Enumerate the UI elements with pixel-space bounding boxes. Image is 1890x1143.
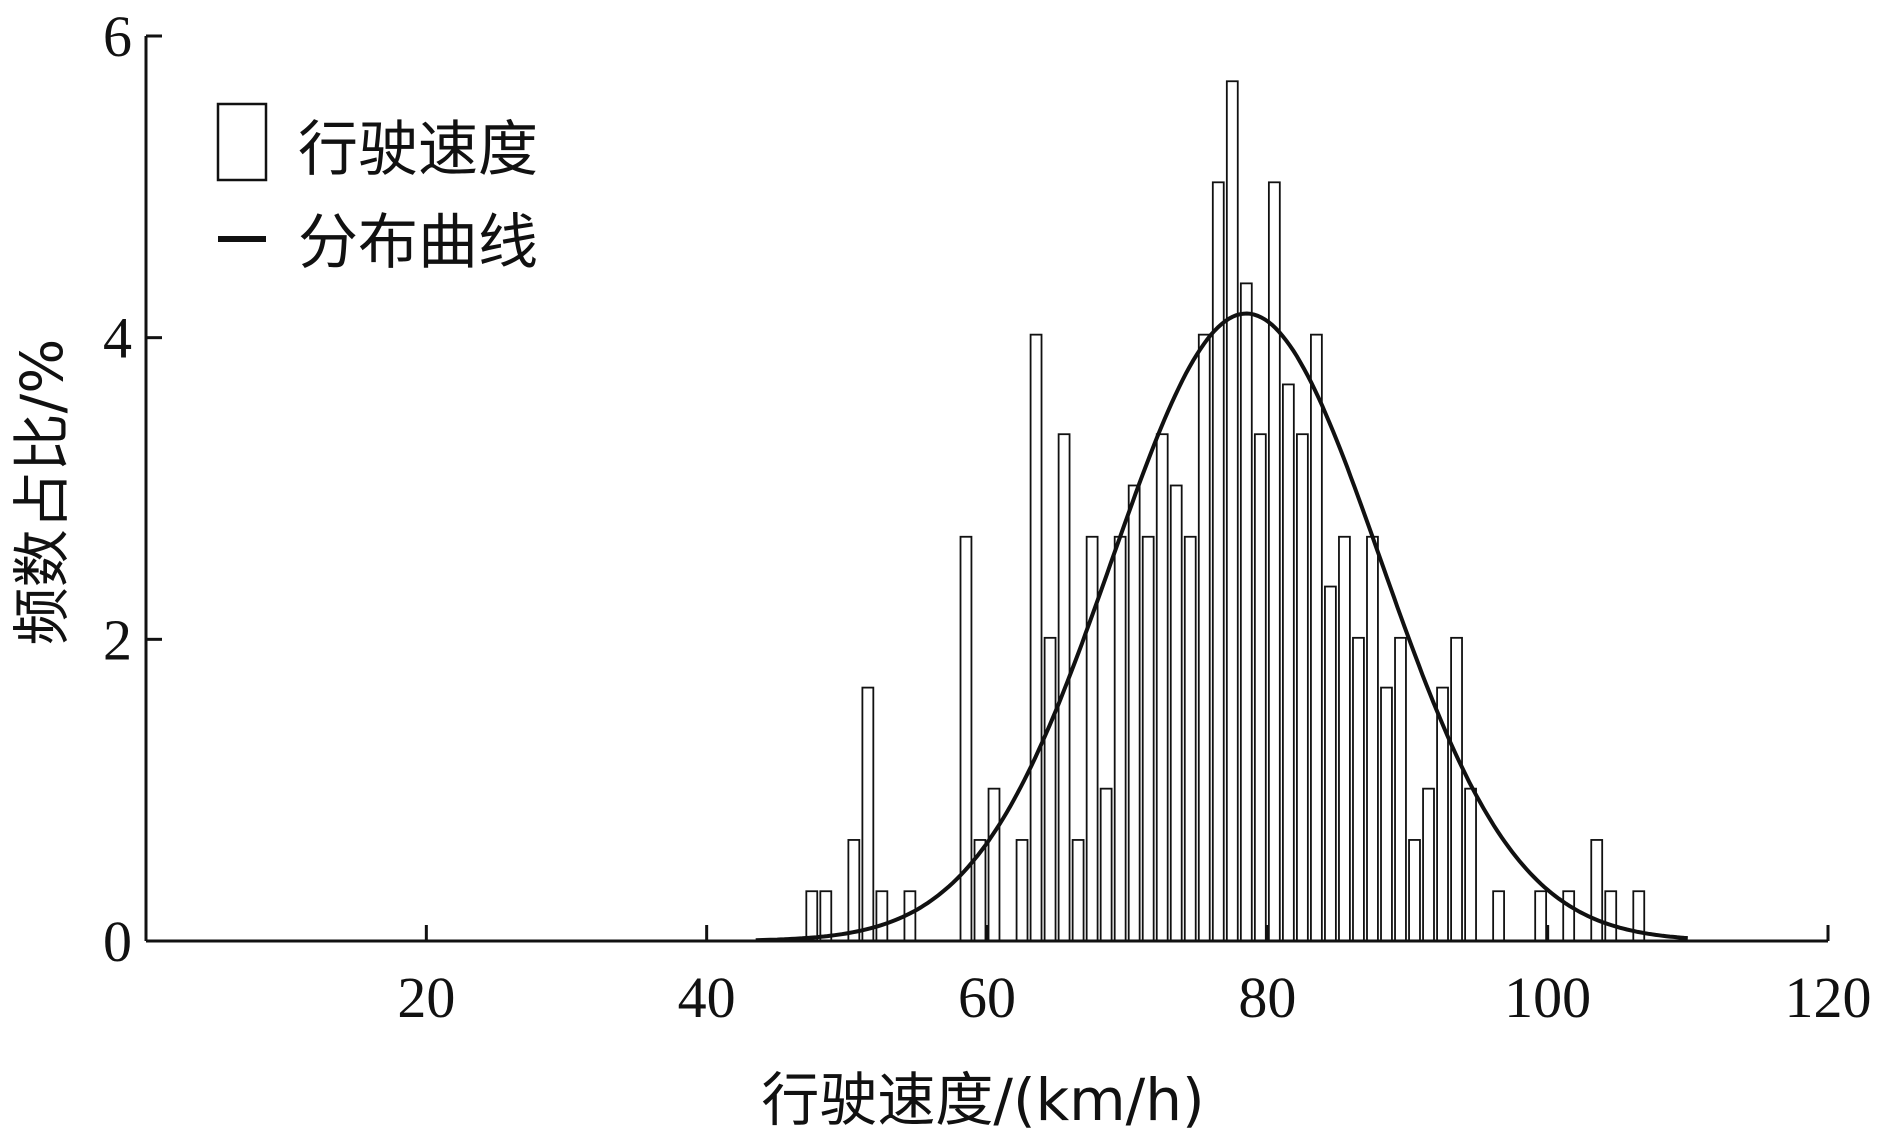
legend-bar-swatch — [216, 102, 268, 182]
x-tick-label: 20 — [397, 965, 455, 1030]
histogram-bar — [1183, 535, 1197, 942]
histogram-bar — [1127, 484, 1141, 942]
histogram-bar — [1296, 433, 1309, 942]
histogram-bar — [1239, 282, 1253, 942]
x-ticks: 20 40 60 80 100 120 — [397, 925, 1872, 1030]
y-tick-label: 6 — [103, 4, 132, 69]
histogram-bar — [805, 890, 819, 942]
histogram-bar — [1352, 636, 1365, 942]
y-tick-label: 4 — [103, 306, 132, 371]
y-tick-label: 2 — [103, 607, 132, 672]
histogram-bar — [1169, 484, 1183, 942]
histogram-bar — [1099, 787, 1113, 942]
histogram-bar — [1113, 535, 1127, 942]
legend: 行驶速度 分布曲线 — [216, 102, 538, 278]
histogram-bar — [847, 839, 861, 942]
histogram-bar — [1590, 839, 1604, 942]
histogram-bar — [1380, 686, 1393, 942]
histogram-bar — [1015, 839, 1029, 942]
histogram-bar — [1267, 181, 1281, 942]
histogram-bar — [1562, 890, 1576, 942]
x-tick-label: 60 — [958, 965, 1016, 1030]
x-axis-title: 行驶速度/(km/h) — [761, 1066, 1204, 1134]
distribution-curve — [755, 311, 1688, 943]
histogram-bar — [1604, 890, 1618, 942]
x-tick-label: 100 — [1504, 965, 1591, 1030]
histogram-bar — [1155, 433, 1169, 942]
histogram-bar — [875, 890, 889, 942]
legend-label-bars: 行驶速度 — [298, 115, 538, 185]
histogram-bars — [805, 80, 1646, 942]
histogram-bar — [1394, 636, 1407, 942]
histogram-bar — [1324, 585, 1337, 942]
y-ticks: 0 2 4 6 — [103, 4, 162, 974]
x-tick-label: 120 — [1785, 965, 1872, 1030]
histogram-bar — [1464, 787, 1477, 942]
histogram-bar — [1366, 535, 1379, 942]
histogram-bar — [959, 535, 973, 942]
histogram-bar — [1085, 535, 1099, 942]
x-tick-label: 40 — [678, 965, 736, 1030]
histogram-bar — [1534, 890, 1548, 942]
histogram-bar — [1211, 181, 1225, 942]
histogram-bar — [1310, 333, 1323, 942]
plot-area: 20 40 60 80 100 120 0 2 4 6 — [103, 4, 1872, 1030]
legend-label-curve: 分布曲线 — [298, 208, 538, 278]
histogram-bar — [1253, 433, 1267, 942]
histogram-bar — [1338, 535, 1351, 942]
x-tick-label: 80 — [1238, 965, 1296, 1030]
y-tick-label: 0 — [103, 909, 132, 974]
histogram-bar — [1029, 333, 1043, 942]
histogram-bar — [1197, 333, 1211, 942]
histogram-bar — [1043, 636, 1057, 942]
histogram-bar — [1071, 839, 1085, 942]
histogram-bar — [1492, 890, 1505, 942]
histogram-bar — [819, 890, 833, 942]
histogram-bar — [1281, 383, 1295, 942]
histogram-bar — [1141, 535, 1155, 942]
histogram-bar — [1422, 787, 1435, 942]
histogram-bar — [987, 787, 1001, 942]
y-axis-title: 频数占比/% — [8, 339, 76, 646]
histogram-bar — [1450, 636, 1463, 942]
histogram-bar — [1225, 80, 1239, 942]
histogram-bar — [1408, 839, 1421, 942]
histogram-bar — [861, 686, 875, 942]
